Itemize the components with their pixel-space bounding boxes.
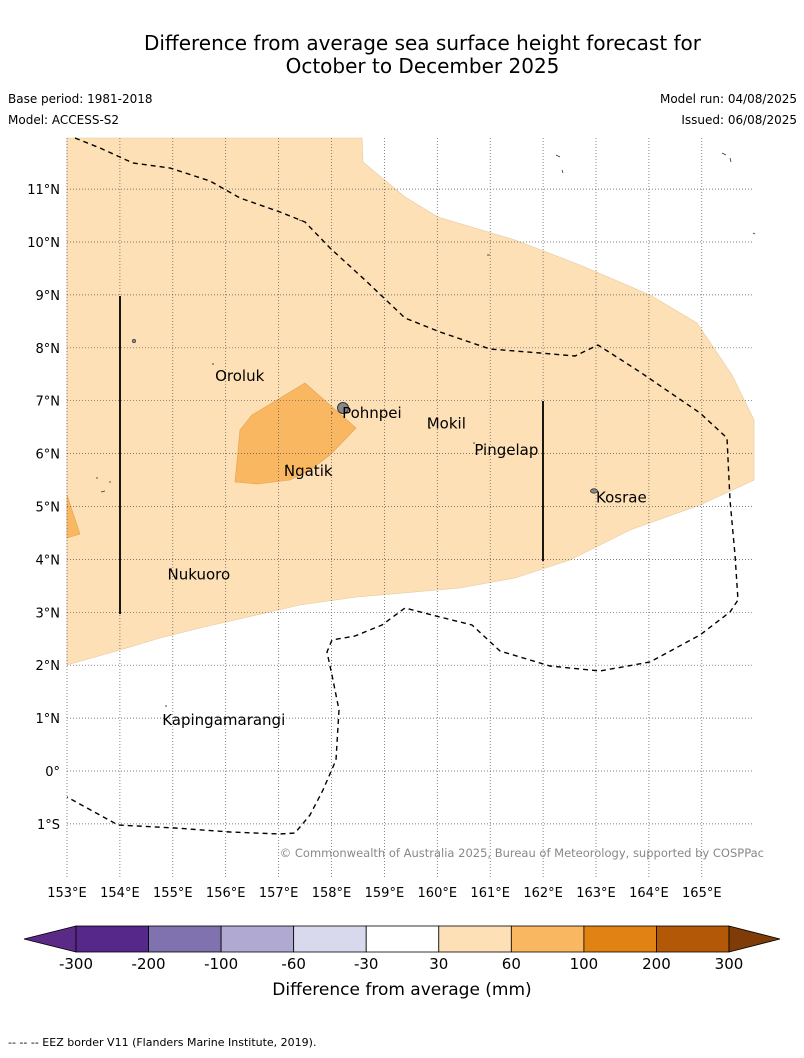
- island-speck-12: [555, 154, 564, 174]
- colorbar-tick-label: 60: [502, 955, 521, 973]
- place-label-pohnpei: Pohnpei: [342, 404, 402, 422]
- colorbar-segment: [220, 925, 295, 953]
- island-speck-9: [96, 477, 98, 479]
- place-label-mokil: Mokil: [427, 415, 466, 433]
- eez-legend-note: -- -- -- EEZ border V11 (Flanders Marine…: [8, 1036, 317, 1049]
- colorbar-tick-label: 200: [642, 955, 671, 973]
- colorbar-label: Difference from average (mm): [272, 980, 531, 1000]
- islands: [96, 152, 756, 707]
- place-label-ngatik: Ngatik: [284, 462, 333, 480]
- lon-tick-label: 155°E: [153, 886, 193, 901]
- colorbar-tick-label: 100: [570, 955, 599, 973]
- colorbar-segment: [293, 925, 367, 953]
- lon-tick-label: 163°E: [576, 886, 616, 901]
- lon-tick-label: 156°E: [206, 886, 246, 901]
- island-speck-16: [298, 219, 304, 222]
- lon-tick-label: 158°E: [312, 886, 352, 901]
- island-speck-4: [429, 427, 431, 429]
- colorbar-segment: [75, 925, 149, 953]
- issued-date: Issued: 06/08/2025: [681, 113, 797, 127]
- lon-tick-label: 157°E: [259, 886, 299, 901]
- lat-tick-label: 6°N: [36, 448, 61, 463]
- colorbar-segment: [656, 925, 730, 953]
- anomaly-region-30-60: [66, 137, 755, 666]
- island-speck-2: [331, 412, 333, 414]
- colorbar-max-arrow: [728, 925, 781, 953]
- lat-tick-label: 7°N: [36, 395, 61, 410]
- island-speck-7: [170, 568, 172, 570]
- colorbar-segment: [510, 925, 585, 953]
- model-name: Model: ACCESS-S2: [8, 113, 120, 127]
- island-speck-11: [100, 490, 106, 493]
- lon-tick-label: 165°E: [682, 886, 722, 901]
- base-period: Base period: 1981-2018: [8, 92, 153, 106]
- pohnpei-island-shape: [337, 402, 349, 414]
- island-speck-15: [752, 232, 756, 235]
- colorbar-tick-label: -60: [281, 955, 306, 973]
- lat-tick-label: 0°: [45, 765, 60, 780]
- colorbar-tick-label: 300: [715, 955, 744, 973]
- colorbar-tick-label: -200: [132, 955, 166, 973]
- longitude-labels: 153°E 154°E 155°E 156°E 157°E 158°E 159°E 160°E…: [47, 886, 721, 901]
- island-speck-6: [286, 464, 288, 466]
- lat-tick-label: 3°N: [36, 606, 61, 621]
- lat-tick-label: 5°N: [36, 501, 61, 516]
- title-line-1: Difference from average sea surface heig…: [143, 31, 702, 55]
- colorbar-segment: [438, 925, 512, 953]
- place-label-pingelap: Pingelap: [474, 441, 538, 459]
- colorbar: [23, 925, 781, 953]
- colorbar-segment: [583, 925, 657, 953]
- lat-tick-label: 4°N: [36, 553, 61, 568]
- colorbar-min-arrow: [23, 925, 77, 953]
- lat-tick-label: 8°N: [36, 342, 61, 357]
- eez-border: [66, 137, 739, 835]
- lon-tick-label: 159°E: [365, 886, 405, 901]
- island-speck-13: [721, 152, 732, 163]
- place-label-oroluk: Oroluk: [215, 367, 264, 385]
- colorbar-segment: [148, 925, 222, 953]
- place-label-kosrae: Kosrae: [596, 489, 647, 507]
- lon-tick-label: 154°E: [100, 886, 140, 901]
- island-speck-3: [212, 363, 214, 365]
- island-speck-1: [131, 338, 137, 344]
- kosrae-island-shape: [590, 488, 598, 494]
- map-title: Difference from average sea surface heig…: [0, 32, 804, 78]
- lon-tick-label: 161°E: [470, 886, 510, 901]
- lat-tick-label: 1°N: [36, 712, 61, 727]
- place-label-nukuoro: Nukuoro: [168, 565, 231, 583]
- place-label-kapingamarangi: Kapingamarangi: [162, 711, 285, 729]
- colorbar-tick-label: -30: [354, 955, 379, 973]
- gridlines: [66, 138, 754, 877]
- lat-tick-label: 10°N: [27, 236, 60, 251]
- lat-tick-label: 1°S: [37, 818, 60, 833]
- island-speck-8: [165, 705, 167, 707]
- lat-tick-label: 2°N: [36, 659, 61, 674]
- lon-tick-label: 164°E: [629, 886, 669, 901]
- colorbar-segment: [365, 925, 440, 953]
- colorbar-tick-label: -100: [204, 955, 238, 973]
- colorbar-tick-label: -300: [59, 955, 93, 973]
- lon-tick-label: 160°E: [418, 886, 458, 901]
- lon-tick-label: 162°E: [523, 886, 563, 901]
- anomaly-region-60-100: [234, 382, 357, 485]
- colorbar-tick-label: 30: [429, 955, 448, 973]
- lat-tick-label: 11°N: [27, 183, 60, 198]
- island-speck-5: [473, 442, 475, 444]
- place-labels: Oroluk Pohnpei Mokil Pingelap Ngatik Kosrae Nu…: [162, 367, 646, 729]
- colorbar-ticks: -300 -200 -100 -60 -30 30 60 100 200 300: [59, 955, 743, 973]
- model-run: Model run: 04/08/2025: [659, 92, 797, 106]
- island-speck-10: [109, 481, 111, 483]
- latitude-labels: 11°N 10°N 9°N 8°N 7°N 6°N 5°N 4°N 3°N 2°N 1°N 0° 1°S: [27, 183, 60, 833]
- lat-tick-label: 9°N: [36, 289, 61, 304]
- title-line-2: October to December 2025: [285, 54, 560, 78]
- copyright-text: © Commonwealth of Australia 2025, Bureau…: [280, 846, 764, 860]
- lon-tick-label: 153°E: [47, 886, 87, 901]
